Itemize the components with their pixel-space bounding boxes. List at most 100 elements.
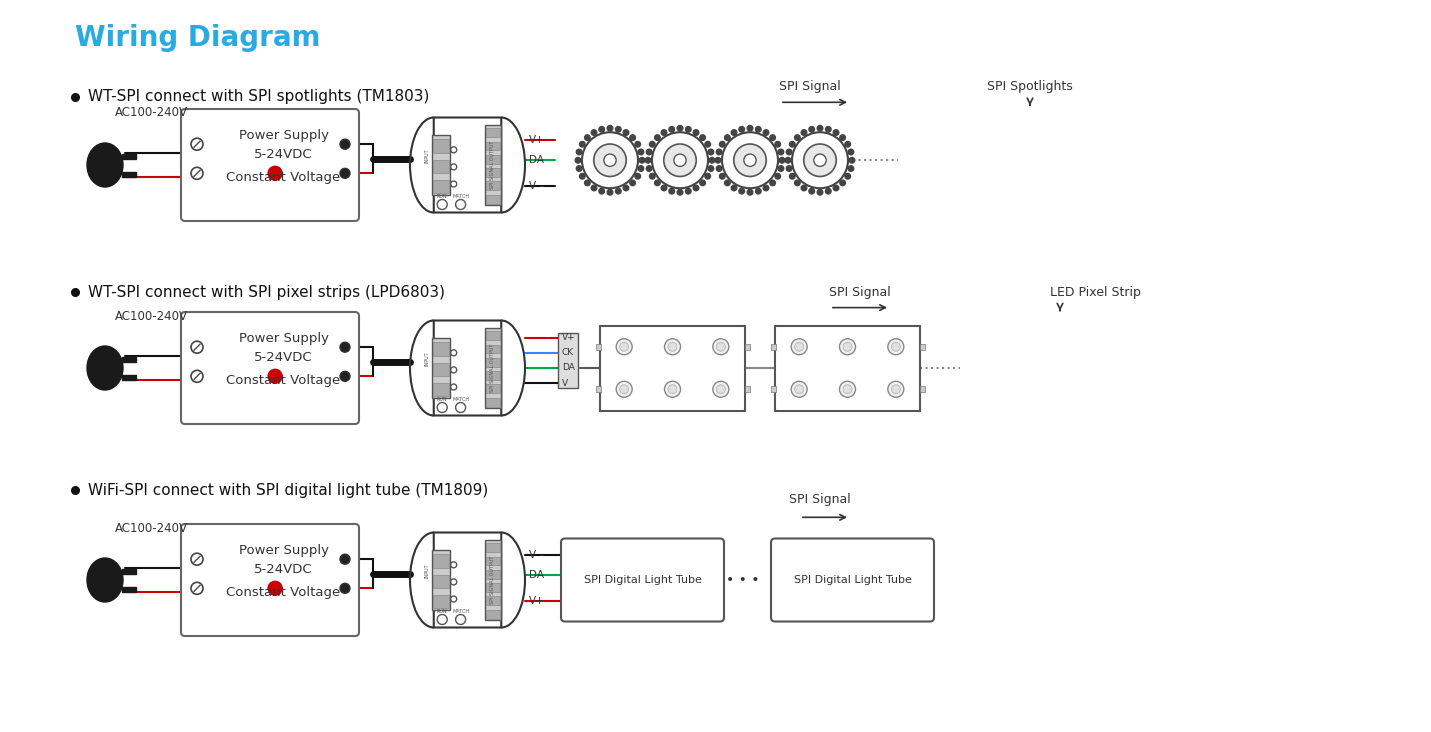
Bar — [746, 344, 750, 350]
Text: SPI SIGNAL OUTPUT: SPI SIGNAL OUTPUT — [491, 344, 495, 392]
Circle shape — [693, 130, 698, 135]
Circle shape — [770, 180, 776, 186]
Circle shape — [677, 125, 683, 131]
Bar — [432, 180, 449, 193]
Circle shape — [708, 165, 714, 171]
Circle shape — [607, 190, 612, 195]
Circle shape — [664, 381, 681, 397]
Bar — [432, 139, 449, 153]
Circle shape — [780, 157, 784, 163]
Circle shape — [700, 135, 705, 141]
Bar — [487, 397, 501, 406]
Text: 5-24VDC: 5-24VDC — [255, 563, 313, 576]
Text: MATCH: MATCH — [452, 397, 469, 402]
Circle shape — [615, 188, 621, 194]
Bar — [920, 344, 924, 350]
Bar — [487, 345, 501, 354]
Circle shape — [710, 157, 716, 163]
Circle shape — [451, 147, 456, 153]
Circle shape — [756, 188, 761, 194]
Circle shape — [833, 130, 839, 135]
Circle shape — [341, 371, 351, 381]
Circle shape — [786, 149, 791, 154]
Circle shape — [734, 144, 766, 176]
Bar — [920, 386, 924, 392]
Text: Wiring Diagram: Wiring Diagram — [74, 24, 321, 52]
Circle shape — [717, 149, 721, 154]
Circle shape — [844, 141, 850, 147]
Circle shape — [801, 185, 807, 191]
Bar — [434, 321, 501, 416]
Circle shape — [791, 132, 849, 188]
Text: SPI Signal: SPI Signal — [829, 285, 892, 299]
FancyBboxPatch shape — [561, 539, 724, 621]
Text: SPI Signal: SPI Signal — [788, 493, 851, 507]
Circle shape — [716, 157, 721, 163]
Text: SPI Digital Light Tube: SPI Digital Light Tube — [794, 575, 912, 585]
Text: WT-SPI connect with SPI pixel strips (LPD6803): WT-SPI connect with SPI pixel strips (LP… — [87, 285, 445, 299]
Circle shape — [190, 138, 203, 150]
Circle shape — [677, 190, 683, 195]
Circle shape — [438, 403, 448, 413]
Circle shape — [654, 135, 660, 141]
Circle shape — [341, 168, 351, 179]
Bar — [487, 141, 501, 150]
Circle shape — [600, 127, 604, 132]
Circle shape — [451, 579, 456, 585]
Circle shape — [451, 596, 456, 602]
Circle shape — [713, 381, 728, 397]
Text: MATCH: MATCH — [452, 609, 469, 614]
Circle shape — [575, 157, 581, 163]
Bar — [432, 383, 449, 396]
Circle shape — [738, 188, 744, 194]
Circle shape — [887, 339, 904, 355]
Circle shape — [776, 141, 780, 147]
Circle shape — [685, 127, 691, 132]
Circle shape — [756, 127, 761, 132]
Circle shape — [892, 385, 900, 394]
Circle shape — [840, 381, 856, 397]
Text: • • •: • • • — [726, 573, 760, 587]
Circle shape — [731, 130, 737, 135]
Circle shape — [778, 149, 784, 154]
FancyBboxPatch shape — [434, 321, 501, 416]
FancyBboxPatch shape — [180, 524, 359, 636]
Bar — [600, 326, 746, 411]
Circle shape — [713, 339, 728, 355]
Circle shape — [577, 165, 582, 171]
Circle shape — [190, 370, 203, 382]
Bar — [122, 356, 136, 362]
Circle shape — [650, 141, 655, 147]
Circle shape — [341, 554, 351, 564]
Bar — [487, 371, 501, 380]
Circle shape — [341, 583, 351, 594]
Circle shape — [647, 165, 653, 171]
Circle shape — [794, 385, 804, 394]
Circle shape — [617, 339, 633, 355]
Text: WT-SPI connect with SPI spotlights (TM1803): WT-SPI connect with SPI spotlights (TM18… — [87, 89, 429, 105]
Bar — [746, 386, 750, 392]
Circle shape — [747, 190, 753, 195]
Circle shape — [849, 157, 854, 163]
Circle shape — [654, 180, 660, 186]
Circle shape — [720, 141, 726, 147]
Circle shape — [615, 127, 621, 132]
Bar — [487, 331, 501, 340]
Text: INPUT: INPUT — [425, 351, 429, 366]
Circle shape — [840, 180, 846, 186]
Circle shape — [190, 553, 203, 565]
Circle shape — [778, 165, 784, 171]
Bar — [485, 328, 501, 408]
Circle shape — [738, 127, 744, 132]
Circle shape — [268, 370, 282, 384]
Text: V –: V – — [529, 181, 545, 191]
Bar — [771, 386, 776, 392]
Circle shape — [817, 190, 823, 195]
Circle shape — [664, 339, 681, 355]
Circle shape — [794, 343, 804, 351]
Bar — [487, 358, 501, 367]
Circle shape — [638, 165, 644, 171]
Text: LED Pixel Strip: LED Pixel Strip — [1049, 285, 1141, 299]
Circle shape — [804, 144, 836, 176]
Text: Power Supply: Power Supply — [239, 332, 329, 346]
